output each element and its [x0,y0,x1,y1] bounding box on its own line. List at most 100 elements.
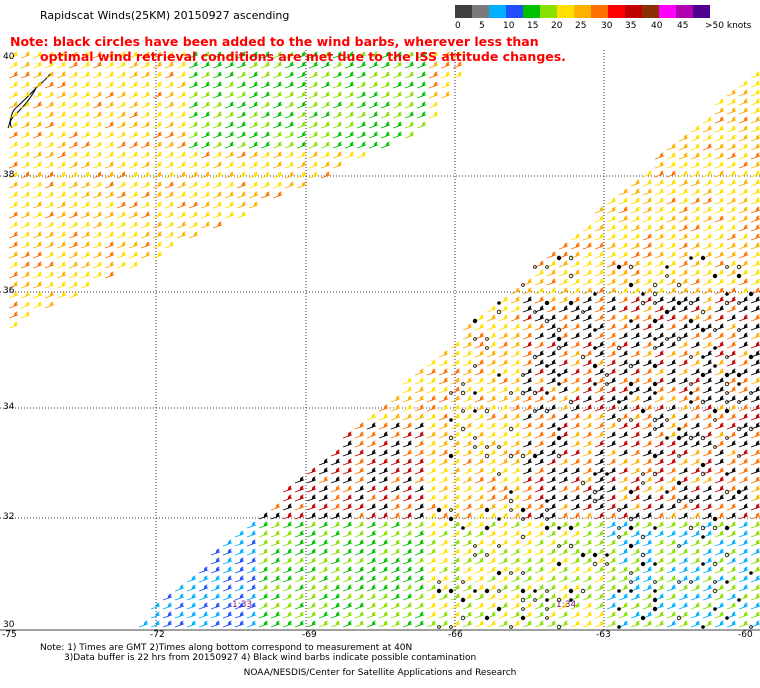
contamination-circle [496,309,502,315]
legend-label: 25 [575,21,587,31]
wind-barb [702,422,713,430]
legend-label: 10 [503,21,515,31]
wind-barb [678,323,689,331]
wind-barb [738,188,749,196]
wind-barb [750,476,760,484]
wind-barb [260,101,271,109]
contamination-circle [496,570,502,576]
wind-barb [738,287,749,295]
wind-barb [666,368,677,376]
wind-barb [284,121,295,129]
wind-barb [714,530,725,538]
wind-barb [426,530,437,538]
wind-barb [92,151,103,159]
wind-barb [630,557,641,565]
wind-barb [68,231,79,239]
wind-barb [248,111,259,119]
wind-barb [428,101,439,109]
wind-barb [438,530,449,538]
wind-barb [318,557,329,565]
wind-barb [414,539,425,547]
contamination-circle [593,346,597,350]
wind-barb [666,386,677,394]
wind-barb [248,71,259,79]
wind-barb [570,593,581,601]
wind-barb [44,241,55,249]
wind-barb [390,467,401,475]
wind-barb [294,476,305,484]
wind-barb [330,557,341,565]
wind-barb [104,251,115,259]
wind-barb [750,206,760,214]
wind-barb [402,584,413,592]
wind-barb [8,141,19,149]
wind-barb [654,557,665,565]
contamination-circle [725,580,729,584]
wind-barb [510,512,521,520]
wind-barb [32,301,43,309]
wind-barb [714,341,725,349]
wind-barb [164,231,175,239]
wind-barb [140,61,151,69]
wind-barb [378,548,389,556]
wind-barb [462,530,473,538]
wind-barb [402,413,413,421]
wind-barb [594,269,605,277]
wind-barb [750,341,760,349]
wind-barb [80,281,91,289]
wind-barb [450,548,461,556]
wind-barb [714,539,725,547]
wind-barb [618,251,629,259]
wind-barb [128,151,139,159]
wind-barb [750,323,760,331]
wind-barb [438,575,449,583]
wind-barb [618,350,629,358]
wind-barb [642,593,653,601]
wind-barb [726,476,737,484]
wind-barb [80,221,91,229]
wind-barb [666,539,677,547]
legend-swatch [642,5,659,18]
wind-barb [152,141,163,149]
wind-barb [486,395,497,403]
wind-barb [510,422,521,430]
wind-barb [510,314,521,322]
wind-barb [390,431,401,439]
wind-barb [378,575,389,583]
wind-barb [272,121,283,129]
wind-barb [426,413,437,421]
wind-barb [714,332,725,340]
wind-barb [306,521,317,529]
wind-barb [248,61,259,69]
wind-barb [402,575,413,583]
wind-barb [558,341,569,349]
wind-barb [414,476,425,484]
wind-barb [690,476,701,484]
wind-barb [438,467,449,475]
wind-barb [462,611,473,619]
wind-barb [486,521,497,529]
wind-barb [678,161,689,169]
wind-barb [666,341,677,349]
wind-barb [618,278,629,286]
wind-barb [320,101,331,109]
wind-barb [236,111,247,119]
wind-barb [666,530,677,538]
wind-barb [426,440,437,448]
wind-barb [378,566,389,574]
wind-barb [738,521,749,529]
wind-barb [462,539,473,547]
wind-barb [270,521,281,529]
wind-barb [738,440,749,448]
wind-barb [138,620,149,628]
wind-barb [270,566,281,574]
wind-barb [486,602,497,610]
wind-barb [270,584,281,592]
wind-barb [342,476,353,484]
contamination-circle [593,328,597,332]
wind-barb [426,476,437,484]
wind-barb [450,620,461,628]
wind-barb [222,602,233,610]
wind-barb [534,278,545,286]
wind-barb [630,188,641,196]
